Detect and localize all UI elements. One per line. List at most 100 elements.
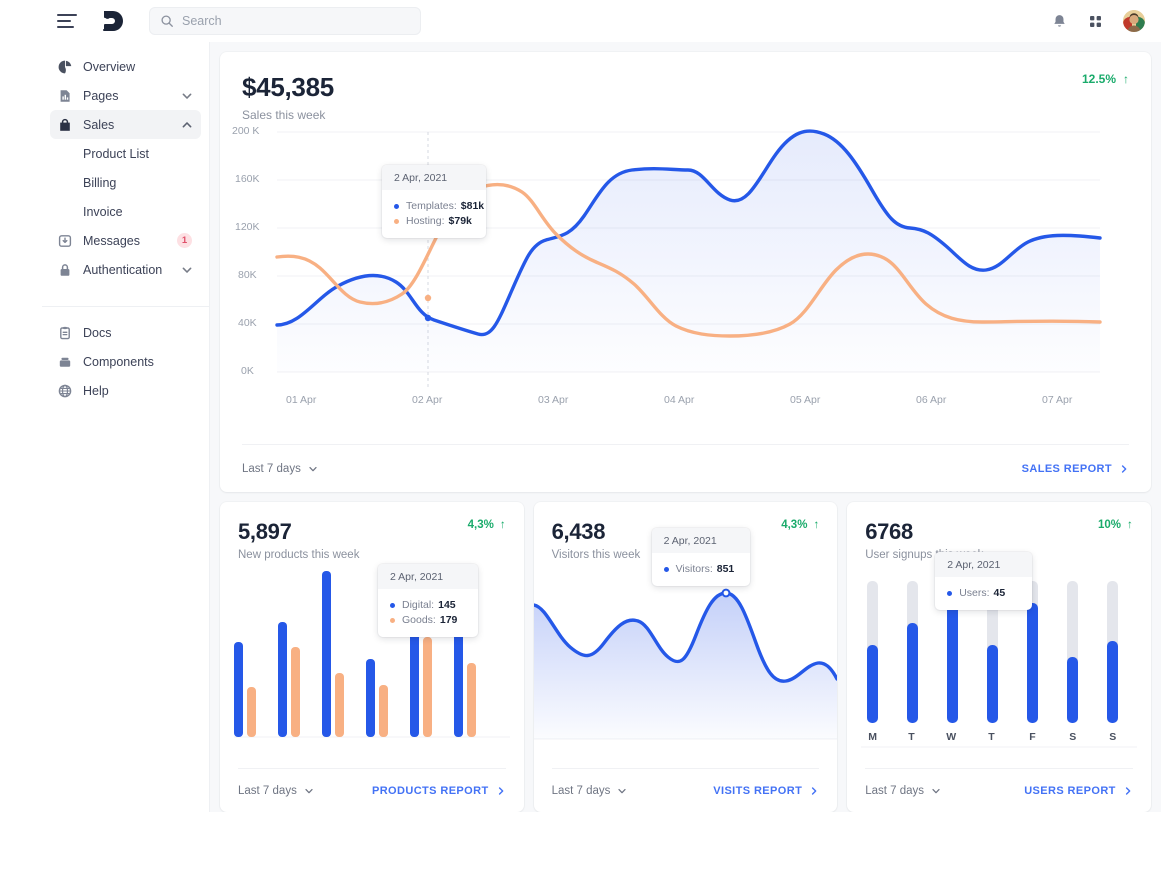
x-tick-label: W: [946, 731, 957, 743]
users-value: 6768: [865, 519, 913, 544]
range-label: Last 7 days: [242, 462, 301, 475]
x-tick-label: 01 Apr: [286, 394, 317, 406]
report-label: PRODUCTS REPORT: [371, 784, 489, 797]
y-tick-label: 40K: [238, 317, 257, 329]
sidebar-item-label: Sales: [83, 117, 115, 132]
visitors-card: 6,438 Visitors this week 4,3% ↑: [533, 502, 838, 812]
products-chart-svg: [234, 571, 510, 738]
x-tick-label: 06 Apr: [916, 394, 947, 406]
arrow-up-icon: ↑: [1123, 72, 1129, 86]
chevron-down-icon[interactable]: [181, 90, 193, 102]
y-tick-label: 120K: [235, 221, 260, 233]
y-tick-label: 200 K: [232, 125, 260, 137]
arrow-up-icon: ↑: [1127, 519, 1133, 531]
top-bar: [42, 0, 1161, 42]
y-tick-label: 80K: [238, 269, 257, 281]
x-tick-label: F: [1029, 731, 1036, 743]
users-delta-value: 10%: [1098, 519, 1122, 531]
status-badge: 1: [177, 233, 192, 248]
search-input[interactable]: [182, 14, 410, 28]
range-label: Last 7 days: [865, 784, 925, 797]
range-label: Last 7 days: [238, 784, 297, 797]
chevron-down-icon: [618, 788, 627, 793]
sales-report-link[interactable]: SALES REPORT: [1022, 463, 1129, 475]
products-value: 5,897: [238, 519, 292, 544]
sidebar-item-authentication[interactable]: Authentication: [50, 255, 201, 284]
arrow-up-icon: ↑: [813, 519, 820, 531]
x-tick-label: 05 Apr: [790, 394, 821, 406]
range-selector-sales[interactable]: Last 7 days: [242, 463, 318, 475]
users-report-link[interactable]: USERS REPORT: [1024, 785, 1133, 797]
visits-report-link[interactable]: VISITS REPORT: [713, 785, 819, 797]
sidebar-item-sales[interactable]: Sales: [50, 110, 201, 139]
chevron-up-icon[interactable]: [181, 119, 193, 131]
sidebar-spacer: [42, 284, 209, 306]
users-label: User signups this week: [865, 549, 984, 561]
x-tick-label: T: [988, 731, 995, 743]
sidebar-item-label: Overview: [83, 59, 136, 74]
sales-card-header: $45,385 Sales this week 12.5% ↑: [220, 52, 1151, 122]
globe-icon: [57, 383, 72, 398]
visitors-value: 6,438: [551, 519, 606, 544]
top-bar-actions: [1051, 10, 1145, 32]
sidebar-item-docs[interactable]: Docs: [50, 318, 201, 347]
products-card: 5,897 New products this week 4,3% ↑: [220, 502, 524, 812]
search-box[interactable]: [149, 7, 421, 35]
products-bar-chart[interactable]: 2 Apr, 2021 Digital: 145 Goods:: [220, 561, 524, 756]
sidebar-subitem-label: Invoice: [83, 204, 123, 219]
clipboard-icon: [57, 325, 72, 340]
grid-icon[interactable]: [1087, 13, 1104, 30]
bag-icon: [57, 117, 72, 132]
sales-delta-value: 12.5%: [1081, 72, 1116, 86]
visitors-area-chart[interactable]: 2 Apr, 2021 Visitors: 851: [533, 528, 838, 756]
products-delta: 4,3% ↑: [468, 519, 506, 531]
sidebar-item-billing[interactable]: Billing: [50, 168, 201, 197]
chevron-right-icon: [498, 786, 503, 795]
chevron-down-icon: [932, 788, 940, 793]
visitors-card-footer: Last 7 days VISITS REPORT: [551, 768, 820, 812]
sidebar-item-messages[interactable]: Messages 1: [50, 226, 201, 255]
sidebar-item-pages[interactable]: Pages: [50, 81, 201, 110]
users-chart-svg: [861, 581, 1138, 748]
sidebar-item-label: Pages: [83, 88, 119, 103]
chevron-down-icon: [309, 466, 317, 471]
x-tick-label: 02 Apr: [412, 394, 443, 406]
range-label: Last 7 days: [551, 784, 611, 797]
avatar[interactable]: [1123, 10, 1145, 32]
y-tick-label: 160K: [235, 173, 260, 185]
x-tick-label: S: [1069, 731, 1077, 743]
chevron-down-icon[interactable]: [181, 264, 193, 276]
products-card-header: 5,897 New products this week 4,3% ↑: [220, 502, 524, 561]
pie-chart-icon: [57, 59, 72, 74]
sidebar-item-components[interactable]: Components: [50, 347, 201, 376]
range-selector-users[interactable]: Last 7 days: [865, 785, 941, 797]
browser-window: Overview Pages: [42, 0, 1161, 812]
sidebar-item-label: Components: [83, 354, 154, 369]
products-label: New products this week: [238, 549, 360, 561]
sales-delta: 12.5% ↑: [1082, 72, 1129, 86]
range-selector-products[interactable]: Last 7 days: [238, 785, 314, 797]
bell-icon[interactable]: [1051, 13, 1068, 30]
summary-cards-row: 5,897 New products this week 4,3% ↑: [220, 502, 1151, 812]
hamburger-icon[interactable]: [57, 10, 79, 32]
sidebar-item-overview[interactable]: Overview: [50, 52, 201, 81]
sidebar-item-label: Help: [83, 383, 109, 398]
brand-logo-icon[interactable]: [97, 6, 127, 36]
visitors-card-header: 6,438 Visitors this week 4,3% ↑: [534, 502, 838, 561]
sidebar-item-product-list[interactable]: Product List: [50, 139, 201, 168]
y-tick-label: 0K: [241, 365, 254, 377]
x-tick-label: T: [908, 731, 915, 743]
sales-chart-svg: [275, 129, 1102, 390]
visitors-label: Visitors this week: [551, 549, 641, 561]
sidebar-item-label: Docs: [83, 325, 112, 340]
sidebar-item-help[interactable]: Help: [50, 376, 201, 405]
users-delta: 10% ↑: [1098, 519, 1133, 531]
users-bar-chart[interactable]: M T W T F S S 2 Apr, 2021 Users: [847, 552, 1151, 756]
products-report-link[interactable]: PRODUCTS REPORT: [372, 785, 506, 797]
sales-card: $45,385 Sales this week 12.5% ↑ 200 K 16…: [220, 52, 1151, 492]
sidebar-item-invoice[interactable]: Invoice: [50, 197, 201, 226]
range-selector-visitors[interactable]: Last 7 days: [552, 785, 628, 797]
sales-line-chart[interactable]: 200 K 160K 120K 80K 40K 0K: [220, 122, 1151, 422]
x-tick-label: 03 Apr: [538, 394, 569, 406]
